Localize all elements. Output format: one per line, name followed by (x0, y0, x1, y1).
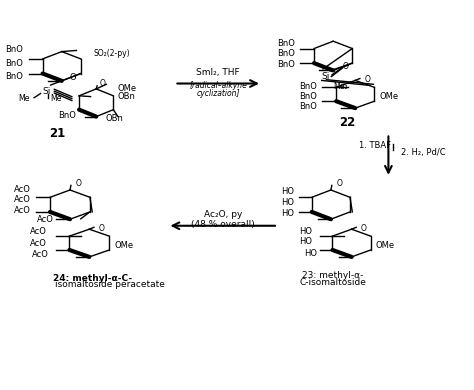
Text: AcO: AcO (30, 239, 47, 248)
Text: SmI₂, THF: SmI₂, THF (196, 68, 240, 77)
Text: HO: HO (300, 227, 312, 236)
Text: OMe: OMe (376, 241, 395, 250)
Text: AcO: AcO (32, 250, 49, 259)
Text: C-isomaltoside: C-isomaltoside (300, 278, 366, 287)
Text: OMe: OMe (379, 92, 398, 101)
Text: AcO: AcO (14, 195, 31, 204)
Text: Me: Me (18, 94, 29, 103)
Text: OBn: OBn (105, 113, 123, 122)
Text: 22: 22 (339, 116, 355, 129)
Text: O: O (70, 73, 76, 82)
Text: O: O (365, 75, 370, 84)
Text: HO: HO (281, 209, 294, 218)
Text: O: O (100, 79, 106, 88)
Text: O: O (361, 223, 367, 232)
Text: O: O (337, 179, 342, 188)
Text: BnO: BnO (58, 111, 75, 120)
Text: HO: HO (281, 188, 294, 197)
Text: BnO: BnO (278, 60, 295, 69)
Text: Me: Me (50, 94, 62, 103)
Text: cyclization]: cyclization] (196, 89, 240, 98)
Text: BnO: BnO (299, 82, 317, 91)
Text: BnO: BnO (278, 49, 295, 58)
Text: BnO: BnO (278, 39, 295, 48)
Text: HO: HO (300, 238, 312, 246)
Text: AcO: AcO (14, 185, 31, 194)
Text: AcO: AcO (30, 227, 47, 236)
Text: O: O (99, 223, 104, 232)
Text: OMe: OMe (115, 241, 134, 250)
Text: BnO: BnO (5, 58, 23, 67)
Text: AcO: AcO (37, 215, 54, 224)
Text: 1. TBAF: 1. TBAF (359, 141, 391, 150)
Text: HO: HO (281, 198, 294, 207)
Text: isomaltoside peracetate: isomaltoside peracetate (55, 280, 164, 289)
Text: BnO: BnO (299, 92, 317, 101)
Text: O: O (343, 62, 349, 71)
Text: BnO: BnO (299, 102, 317, 111)
Text: 21: 21 (49, 127, 65, 140)
Text: OBn: OBn (118, 92, 136, 101)
Text: Si: Si (42, 87, 50, 96)
Text: [radical–alkyne: [radical–alkyne (189, 82, 247, 90)
Text: Me₂: Me₂ (333, 82, 348, 91)
Text: (48 % overall): (48 % overall) (191, 220, 255, 229)
Text: 2. H₂, Pd/C: 2. H₂, Pd/C (401, 148, 446, 157)
Text: BnO: BnO (5, 45, 23, 54)
Text: 24: methyl-α-C-: 24: methyl-α-C- (53, 273, 132, 282)
Text: HO: HO (304, 249, 317, 258)
Text: SO₂(2-py): SO₂(2-py) (93, 49, 129, 58)
Text: OMe: OMe (118, 84, 137, 93)
Text: BnO: BnO (5, 72, 23, 81)
Text: 23: methyl-α-: 23: methyl-α- (302, 271, 364, 280)
Text: Si: Si (321, 72, 329, 81)
Text: AcO: AcO (14, 206, 31, 215)
Text: O: O (75, 179, 82, 188)
Text: Ac₂O, py: Ac₂O, py (203, 211, 242, 220)
